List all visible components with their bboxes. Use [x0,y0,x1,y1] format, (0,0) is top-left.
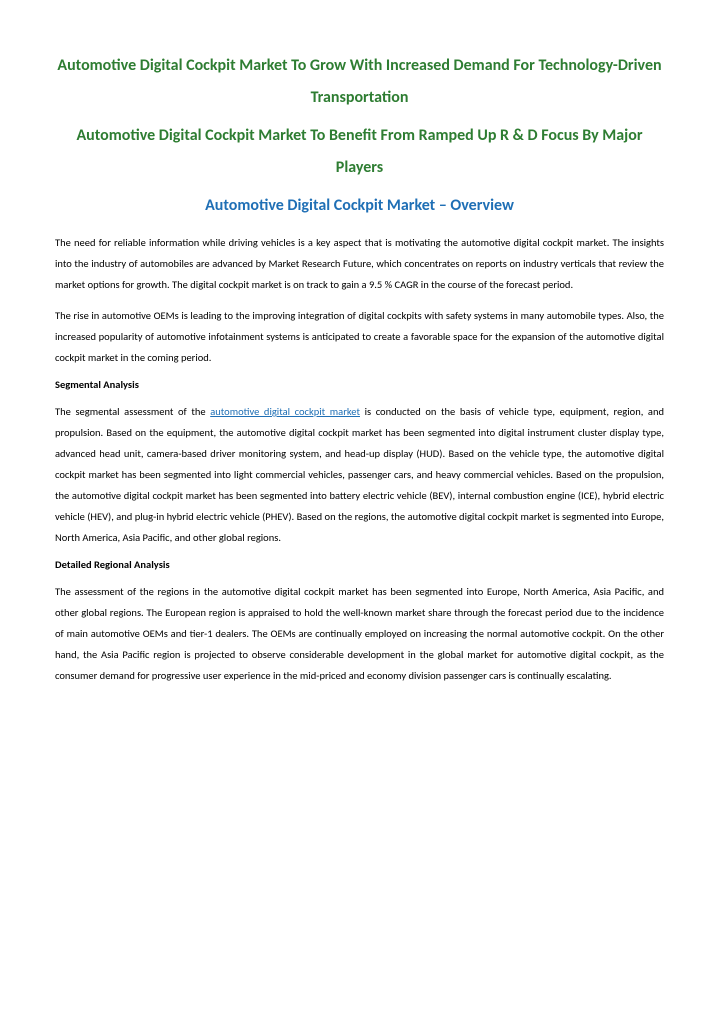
paragraph-segmental-pre: The segmental assessment of the [55,405,210,418]
section-title-segmental: Segmental Analysis [55,378,664,391]
paragraph-intro-2: The rise in automotive OEMs is leading t… [55,305,664,368]
paragraph-segmental-post: is conducted on the basis of vehicle typ… [55,405,664,544]
paragraph-intro-1: The need for reliable information while … [55,232,664,295]
document-heading-overview: Automotive Digital Cockpit Market – Over… [55,190,664,222]
market-link[interactable]: automotive digital cockpit market [210,405,360,418]
paragraph-regional: The assessment of the regions in the aut… [55,581,664,686]
document-heading-1: Automotive Digital Cockpit Market To Gro… [55,50,664,114]
paragraph-segmental: The segmental assessment of the automoti… [55,401,664,548]
document-heading-2: Automotive Digital Cockpit Market To Ben… [55,120,664,184]
section-title-regional: Detailed Regional Analysis [55,558,664,571]
